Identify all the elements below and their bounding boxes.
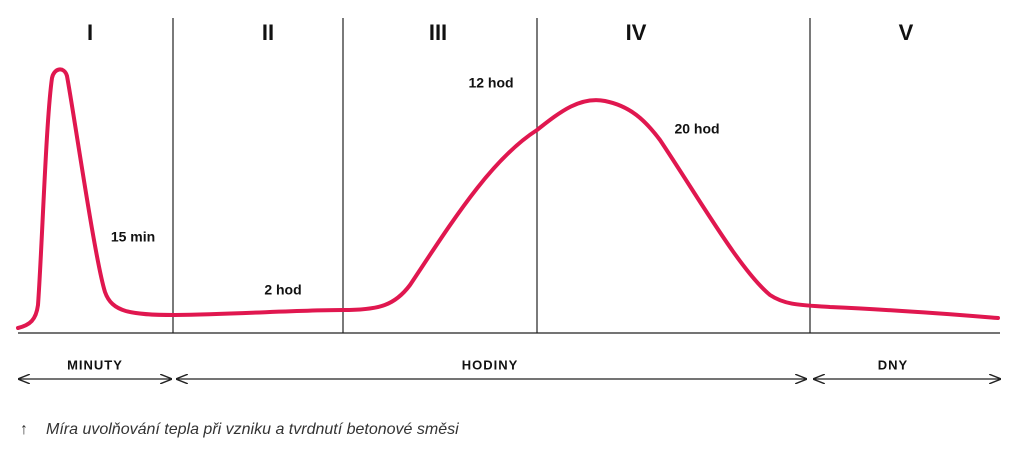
phase-label: IV xyxy=(626,20,647,45)
annotation: 2 hod xyxy=(264,282,301,298)
range-label: MINUTY xyxy=(67,357,123,372)
dividers xyxy=(18,18,1000,334)
range-label: DNY xyxy=(878,357,908,372)
annotation: 12 hod xyxy=(468,75,513,91)
caption-icon: ↑ xyxy=(20,421,28,438)
phase-label: II xyxy=(262,20,274,45)
heat-curve xyxy=(16,67,1000,330)
phase-label: I xyxy=(87,20,93,45)
caption: Míra uvolňování tepla při vzniku a tvrdn… xyxy=(46,421,459,438)
range-label: HODINY xyxy=(462,357,519,372)
phase-label: V xyxy=(899,20,914,45)
annotation: 20 hod xyxy=(674,121,719,137)
annotation: 15 min xyxy=(111,229,155,245)
phase-label: III xyxy=(429,20,447,45)
